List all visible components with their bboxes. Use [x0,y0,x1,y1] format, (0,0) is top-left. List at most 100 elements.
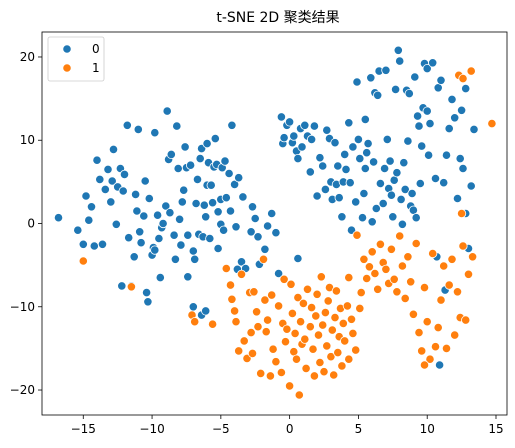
x-tick-label-0: −15 [71,422,96,436]
x-tick-label-5: 10 [420,422,435,436]
point-series-0-152 [359,188,369,199]
point-series-0-156 [366,73,376,83]
point-series-1-75 [342,301,352,311]
point-series-1-93 [386,244,396,254]
point-series-1-111 [436,295,446,305]
point-series-0-150 [355,154,365,164]
point-series-1-20 [256,368,266,378]
point-series-0-107 [267,208,277,219]
point-series-0-93 [230,179,240,189]
point-series-0-222 [360,114,370,125]
point-series-0-91 [225,206,236,216]
point-series-1-80 [352,230,362,240]
point-series-1-64 [326,352,336,362]
point-series-1-19 [253,322,263,332]
point-series-0-198 [428,58,438,68]
point-series-1-128 [344,272,354,283]
point-series-1-36 [286,279,296,289]
point-series-0-47 [165,208,175,218]
legend-box [47,36,105,82]
point-series-0-108 [271,228,281,238]
point-series-0-137 [333,161,343,171]
point-series-0-167 [382,134,392,144]
point-series-0-116 [289,131,299,141]
point-series-1-107 [425,354,435,364]
point-series-0-64 [191,198,201,209]
point-series-0-217 [456,105,467,115]
point-series-1-68 [331,286,341,296]
point-series-1-96 [395,231,405,241]
point-series-1-76 [344,354,354,364]
point-series-1-82 [356,287,366,298]
point-series-0-182 [403,136,413,146]
point-series-1-17 [249,287,259,297]
point-series-1-100 [406,277,416,287]
point-series-0-12 [106,197,116,207]
point-series-1-62 [323,296,333,306]
point-series-1-105 [419,282,430,293]
point-series-1-98 [400,293,410,303]
point-series-1-126 [466,66,476,76]
point-series-1-127 [487,119,497,129]
point-series-0-53 [175,214,185,224]
point-series-1-73 [338,318,348,328]
point-series-1-8 [230,306,240,316]
point-series-0-37 [150,245,160,255]
point-series-0-22 [124,233,134,243]
point-series-1-46 [300,334,310,344]
point-series-1-54 [312,289,322,299]
point-series-1-77 [346,314,357,324]
legend-label-0: 0 [92,42,100,56]
point-series-1-59 [319,367,329,377]
point-series-0-128 [315,153,325,163]
point-series-0-80 [210,134,220,144]
point-series-0-142 [341,164,351,174]
point-series-0-196 [423,150,434,160]
point-series-0-9 [97,239,108,249]
point-series-0-187 [410,72,420,82]
point-series-1-88 [373,284,383,294]
point-series-0-97 [236,257,247,267]
y-tick-label-0: −20 [10,383,35,397]
point-series-0-169 [385,156,395,166]
point-series-0-51 [172,121,182,131]
point-series-0-190 [414,121,424,131]
legend-label-1: 1 [92,61,100,75]
point-series-0-126 [309,121,319,131]
point-series-1-58 [318,320,328,330]
point-series-0-19 [118,186,128,196]
point-series-0-161 [373,90,383,100]
point-series-0-164 [378,198,388,209]
chart-title: t-SNE 2D 聚类结果 [216,10,339,26]
point-series-0-32 [142,287,152,298]
point-series-1-83 [359,254,369,264]
point-series-0-220 [183,272,193,282]
point-series-0-39 [153,210,163,220]
point-series-0-61 [188,302,198,312]
y-tick-label-2: 0 [27,217,35,231]
point-series-0-201 [436,75,446,85]
point-series-1-35 [284,381,295,391]
point-series-0-60 [186,160,196,170]
point-series-0-52 [173,163,183,174]
point-series-1-84 [362,273,372,284]
point-series-1-81 [355,303,365,313]
point-series-1-39 [290,328,300,338]
point-series-0-29 [136,238,146,248]
point-series-1-30 [276,367,286,378]
point-series-0-11 [103,164,113,174]
point-series-0-98 [238,192,248,202]
point-series-0-7 [92,155,102,165]
point-series-1-67 [330,312,340,323]
point-series-0-14 [108,144,119,154]
point-series-0-127 [312,191,322,201]
point-series-0-195 [422,64,432,74]
point-series-1-121 [463,269,474,279]
point-series-0-6 [89,241,99,251]
point-series-0-103 [253,232,263,242]
point-series-1-11 [236,269,247,279]
point-series-0-121 [297,142,307,152]
point-series-0-71 [199,200,209,210]
point-series-0-45 [162,106,172,116]
